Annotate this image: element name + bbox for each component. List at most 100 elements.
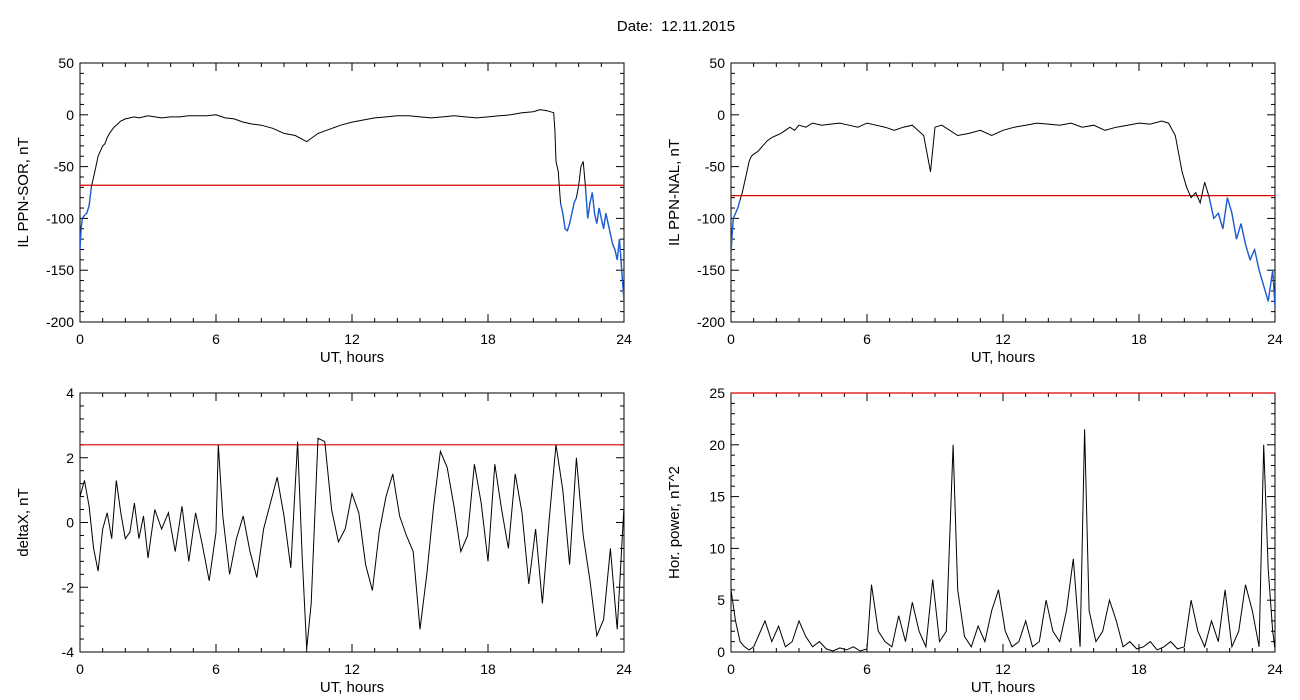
highlight-segment: [80, 228, 82, 250]
chart-title: Date: 12.11.2015: [616, 18, 736, 35]
x-tick-label: 24: [1267, 331, 1283, 347]
series-line: [731, 429, 1275, 652]
highlight-segment: [84, 212, 88, 216]
highlight-segment: [1240, 223, 1247, 245]
plot-frame: [79, 392, 625, 653]
highlight-segment: [607, 223, 612, 235]
x-tick-label: 6: [212, 331, 220, 347]
y-tick-label: 20: [709, 437, 725, 453]
x-tick-label: 12: [995, 661, 1011, 677]
x-tick-label: 0: [727, 331, 735, 347]
y-tick-label: -150: [46, 262, 74, 278]
y-tick-label: 4: [66, 385, 74, 401]
x-tick-label: 18: [480, 331, 496, 347]
highlight-segment: [1267, 270, 1274, 302]
y-tick-label: 5: [717, 592, 725, 608]
x-tick-label: 6: [863, 331, 871, 347]
y-tick-label: -100: [697, 210, 725, 226]
series-line: [80, 109, 624, 302]
x-tick-label: 18: [1131, 331, 1147, 347]
highlight-segment: [81, 214, 86, 219]
y-tick-label: 15: [709, 489, 725, 505]
plot-frame: [730, 392, 1276, 653]
highlight-segment: [1226, 197, 1233, 214]
highlight-segment: [605, 213, 609, 224]
panel-power: 0 6 12 18 24 25 20 15 10 5 0 UT, hours Hor. power, n…: [666, 385, 1283, 696]
y-tick-label: 2: [66, 450, 74, 466]
highlight-segment: [596, 207, 600, 224]
highlight-segment: [591, 192, 596, 214]
highlight-segment: [571, 202, 575, 214]
panel-sor: 0 6 12 18 24 50 0 -50 -100 -150 -200 UT, hours IL PP…: [15, 55, 632, 366]
highlight-segment: [566, 223, 571, 232]
highlight-segment: [1208, 197, 1215, 219]
highlight-segment: [731, 218, 734, 234]
y-tick-label: -50: [705, 159, 725, 175]
x-tick-label: 18: [1131, 661, 1147, 677]
highlight-segment: [1249, 249, 1256, 261]
highlight-segment: [1222, 197, 1229, 229]
highlight-segment: [612, 244, 616, 250]
panel-deltax: 0 6 12 18 24 4 2 0 -2 -4 UT, hours deltaX, nT: [15, 385, 632, 696]
highlight-segment: [1213, 212, 1219, 219]
y-tick-label: 0: [66, 515, 74, 531]
highlight-segment: [1253, 249, 1260, 271]
y-axis-label: IL PPN-NAL, nT: [666, 139, 683, 246]
highlight-segment: [584, 187, 589, 219]
y-tick-label: -4: [62, 644, 75, 660]
highlight-segment: [609, 233, 614, 245]
highlight-segment: [618, 239, 623, 271]
y-tick-label: -50: [54, 159, 74, 175]
y-tick-label: -200: [697, 314, 725, 330]
x-tick-label: 6: [863, 661, 871, 677]
highlight-segment: [1272, 270, 1275, 307]
y-tick-label: 10: [709, 540, 725, 556]
x-tick-label: 0: [76, 661, 84, 677]
highlight-segment: [568, 213, 573, 224]
y-tick-label: 0: [717, 107, 725, 123]
highlight-segment: [1235, 223, 1242, 240]
y-tick-label: 50: [58, 55, 74, 71]
y-tick-label: 0: [717, 644, 725, 660]
highlight-segment: [587, 202, 591, 219]
x-axis-label: UT, hours: [971, 679, 1035, 696]
x-tick-label: 0: [727, 661, 735, 677]
highlight-segment: [1231, 213, 1238, 240]
y-tick-label: -2: [62, 579, 75, 595]
x-tick-label: 24: [616, 331, 632, 347]
y-axis-label: IL PPN-SOR, nT: [15, 137, 32, 247]
x-tick-label: 0: [76, 331, 84, 347]
x-tick-label: 12: [344, 331, 360, 347]
y-axis-label: deltaX, nT: [15, 488, 32, 556]
y-tick-label: -100: [46, 210, 74, 226]
y-tick-label: 0: [66, 107, 74, 123]
highlight-segment: [573, 197, 578, 204]
x-tick-label: 12: [995, 331, 1011, 347]
y-tick-label: -150: [697, 262, 725, 278]
highlight-segment: [731, 233, 733, 255]
highlight-segment: [562, 213, 566, 229]
highlight-segment: [80, 218, 83, 229]
highlight-segment: [1258, 270, 1265, 286]
x-tick-label: 6: [212, 661, 220, 677]
plot-frame: [730, 62, 1276, 323]
x-tick-label: 18: [480, 661, 496, 677]
x-axis-label: UT, hours: [320, 679, 384, 696]
x-axis-label: UT, hours: [320, 349, 384, 366]
y-axis-label: Hor. power, nT^2: [666, 466, 683, 579]
highlight-segment: [602, 213, 607, 229]
y-tick-label: 50: [709, 55, 725, 71]
y-tick-label: 25: [709, 385, 725, 401]
x-tick-label: 24: [1267, 661, 1283, 677]
y-tick-label: -200: [46, 314, 74, 330]
series-line: [80, 437, 624, 649]
panel-nal: 0 6 12 18 24 50 0 -50 -100 -150 -200 UT, hours IL PP…: [666, 55, 1283, 366]
plot-frame: [79, 62, 625, 323]
x-tick-label: 24: [616, 661, 632, 677]
highlight-segment: [737, 199, 741, 209]
highlight-segment: [732, 212, 737, 219]
highlight-segment: [734, 207, 739, 214]
x-tick-label: 12: [344, 661, 360, 677]
highlight-segment: [559, 202, 564, 214]
